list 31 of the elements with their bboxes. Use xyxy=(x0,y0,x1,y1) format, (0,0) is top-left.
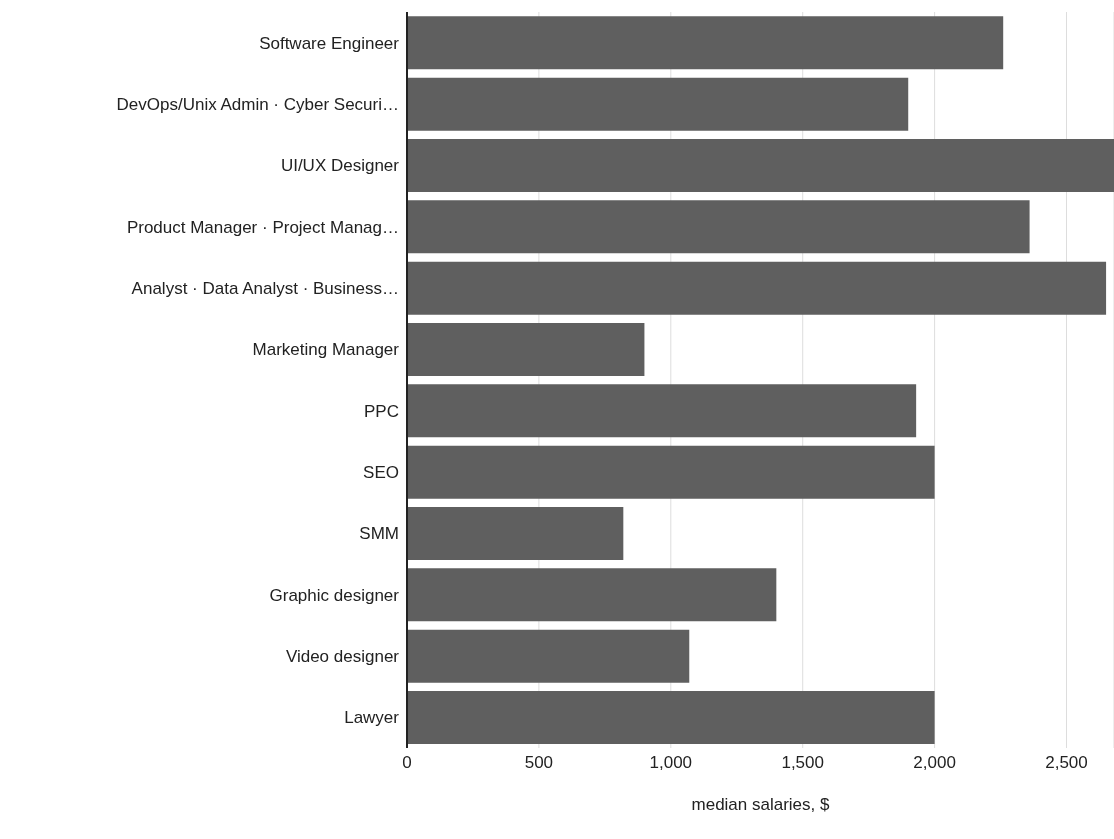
bar xyxy=(407,506,624,560)
x-tick-label: 0 xyxy=(402,753,412,773)
x-tick-label: 1,500 xyxy=(781,753,824,773)
y-tick-label: SEO xyxy=(363,463,399,483)
y-tick-label: SMM xyxy=(359,524,399,544)
bar xyxy=(407,322,645,376)
bar xyxy=(407,16,1004,70)
bar xyxy=(407,690,935,744)
bar xyxy=(407,138,1114,192)
bar xyxy=(407,200,1030,254)
bar xyxy=(407,384,917,438)
y-tick-label: DevOps/Unix Admin · Cyber Securi… xyxy=(116,95,399,115)
x-tick-label: 500 xyxy=(524,753,554,773)
y-tick-label: PPC xyxy=(364,401,399,421)
y-tick-label: Lawyer xyxy=(344,708,400,728)
y-tick-label: Video designer xyxy=(285,647,400,667)
bar xyxy=(407,445,935,499)
y-tick-label: Graphic designer xyxy=(269,585,400,605)
x-tick-label: 2,500 xyxy=(1045,753,1088,773)
x-tick-label: 2,000 xyxy=(913,753,956,773)
y-tick-label: Analyst · Data Analyst · Business… xyxy=(131,279,399,299)
x-axis-title: median salaries, $ xyxy=(691,795,831,814)
bar xyxy=(407,77,909,131)
x-tick-label: 1,000 xyxy=(649,753,693,773)
y-tick-label: UI/UX Designer xyxy=(280,156,400,176)
y-tick-label: Marketing Manager xyxy=(252,340,400,360)
bar xyxy=(407,629,690,683)
y-tick-label: Software Engineer xyxy=(259,33,400,53)
bar xyxy=(407,261,1107,315)
y-tick-label: Product Manager · Project Manag… xyxy=(126,217,399,237)
bar xyxy=(407,568,777,622)
